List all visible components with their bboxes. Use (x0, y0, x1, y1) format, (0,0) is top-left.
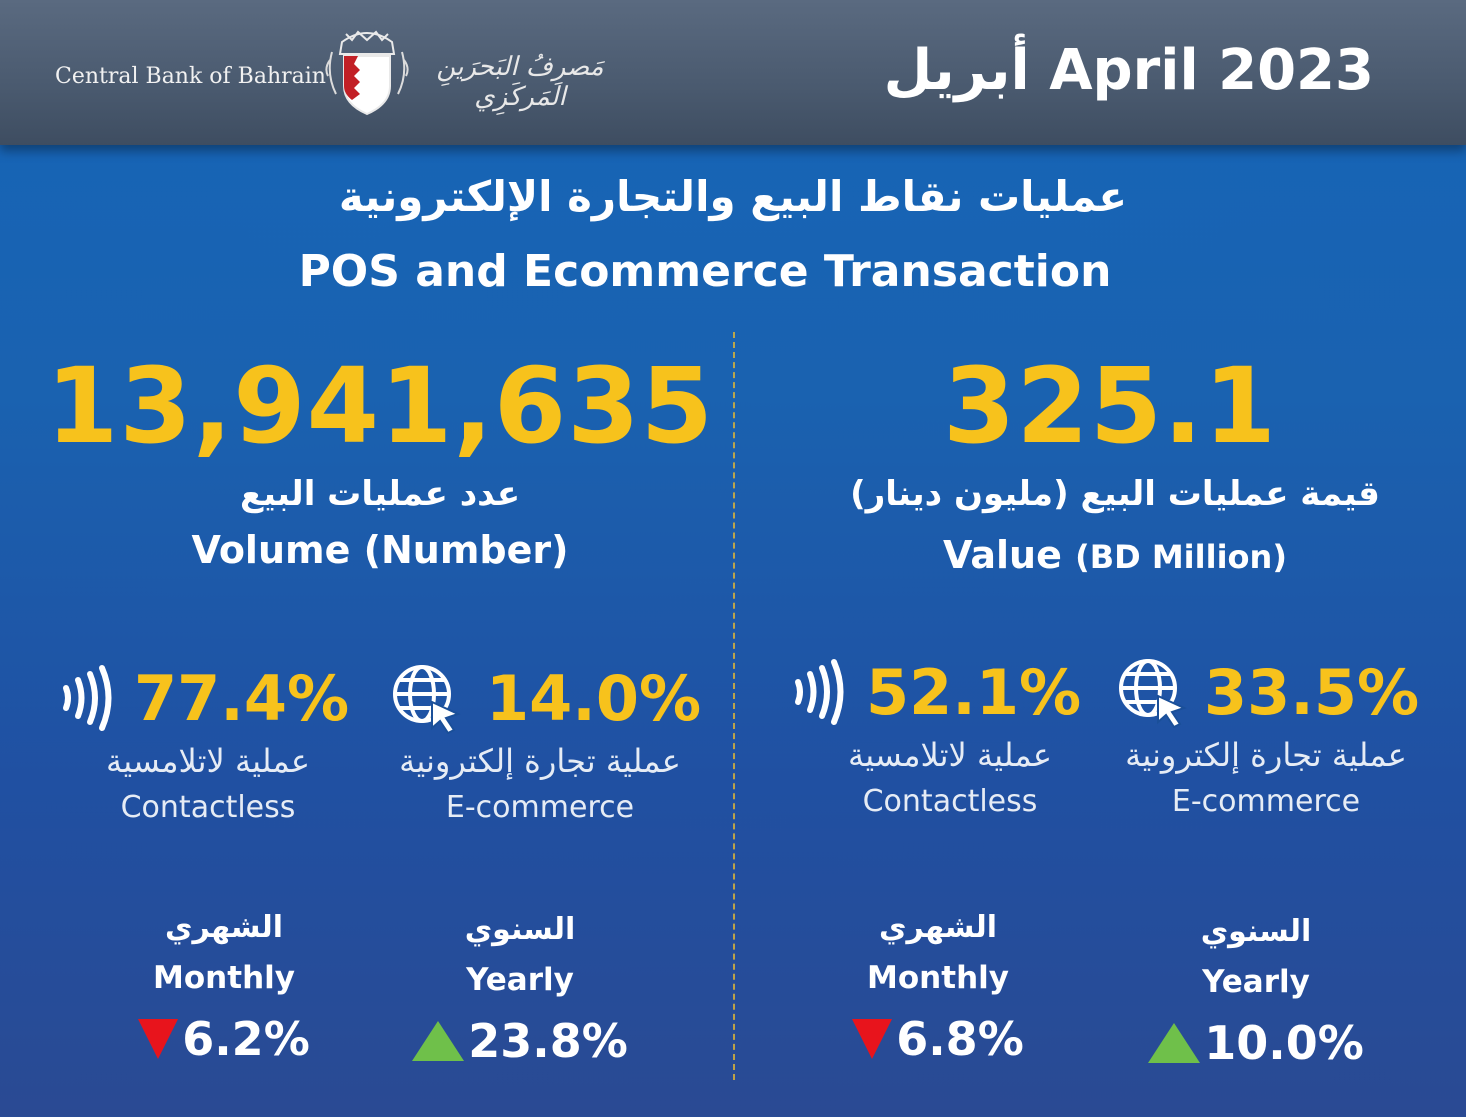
volume-contactless-label-ar: عملية لاتلامسية (106, 742, 310, 780)
column-divider (733, 332, 735, 1080)
yearly-value: 23.8% (390, 1014, 650, 1068)
monthly-value: 6.8% (808, 1012, 1068, 1066)
monthly-value-text: 6.8% (896, 1012, 1024, 1066)
bank-emblem-icon (325, 30, 409, 116)
header-bar: Central Bank of Bahrain مَصرِفُ البَحرَي… (0, 0, 1466, 145)
down-arrow-icon (852, 1018, 893, 1059)
volume-total: 13,941,635 (46, 345, 714, 467)
yearly-value: 10.0% (1126, 1016, 1386, 1070)
volume-ecommerce-label-ar: عملية تجارة إلكترونية (399, 742, 681, 780)
up-arrow-icon (1148, 1022, 1201, 1063)
volume-ecommerce-pct: 14.0% (486, 662, 702, 735)
volume-monthly-change: الشهري Monthly 6.2% (94, 910, 354, 1080)
value-label-ar: قيمة عمليات البيع (مليون دينار) (850, 474, 1380, 514)
monthly-label-en: Monthly (867, 960, 1009, 996)
bank-name-en: Central Bank of Bahrain (55, 64, 326, 89)
value-monthly-change: الشهري Monthly 6.8% (808, 910, 1068, 1080)
value-ecommerce-label-en: E-commerce (1171, 784, 1361, 819)
volume-yearly-change: السنوي Yearly 23.8% (390, 912, 650, 1082)
contactless-icon (63, 665, 112, 731)
globe-cursor-icon (393, 665, 461, 734)
page-title-en: POS and Ecommerce Transaction (298, 246, 1112, 297)
volume-label-en: Volume (Number) (191, 528, 569, 572)
value-label-en: Value (BD Million) (750, 533, 1466, 577)
yearly-value-text: 23.8% (468, 1014, 628, 1068)
volume-label-ar: عدد عمليات البيع (239, 474, 521, 514)
value-ecommerce-pct: 33.5% (1204, 656, 1420, 729)
page-title-ar: عمليات نقاط البيع والتجارة الإلكترونية (338, 172, 1128, 221)
monthly-value: 6.2% (94, 1012, 354, 1066)
yearly-value-text: 10.0% (1204, 1016, 1364, 1070)
monthly-value-text: 6.2% (182, 1012, 310, 1066)
yearly-label-ar: السنوي (464, 912, 576, 947)
volume-contactless-pct: 77.4% (134, 662, 350, 735)
yearly-label-ar: السنوي (1200, 914, 1312, 949)
value-contactless-pct: 52.1% (866, 656, 1082, 729)
volume-contactless-stat: 77.4% عملية لاتلامسية Contactless (58, 662, 378, 842)
value-contactless-stat: 52.1% عملية لاتلامسية Contactless (790, 656, 1110, 836)
value-label-en-main: Value (943, 533, 1062, 577)
value-contactless-label-en: Contactless (862, 784, 1038, 819)
volume-ecommerce-stat: 14.0% عملية تجارة إلكترونية E-commerce (390, 662, 710, 842)
value-label-en-unit: (BD Million) (1075, 538, 1287, 576)
monthly-label-en: Monthly (153, 960, 295, 996)
globe-cursor-icon (1119, 659, 1187, 728)
contactless-icon (795, 659, 844, 725)
report-month: أبريل April 2023 (883, 38, 1374, 103)
yearly-label-en: Yearly (1202, 964, 1310, 1000)
value-yearly-change: السنوي Yearly 10.0% (1126, 914, 1386, 1084)
monthly-label-ar: الشهري (878, 910, 998, 945)
value-ecommerce-stat: 33.5% عملية تجارة إلكترونية E-commerce (1116, 656, 1436, 836)
value-contactless-label-ar: عملية لاتلامسية (848, 736, 1052, 774)
value-total: 325.1 (943, 345, 1277, 467)
monthly-label-ar: الشهري (164, 910, 284, 945)
up-arrow-icon (412, 1020, 465, 1061)
down-arrow-icon (138, 1018, 179, 1059)
value-ecommerce-label-ar: عملية تجارة إلكترونية (1125, 736, 1407, 774)
bank-name-ar: مَصرِفُ البَحرَينِ المَركَزِي (436, 52, 604, 112)
yearly-label-en: Yearly (466, 962, 574, 998)
volume-contactless-label-en: Contactless (120, 790, 296, 825)
volume-ecommerce-label-en: E-commerce (445, 790, 635, 825)
